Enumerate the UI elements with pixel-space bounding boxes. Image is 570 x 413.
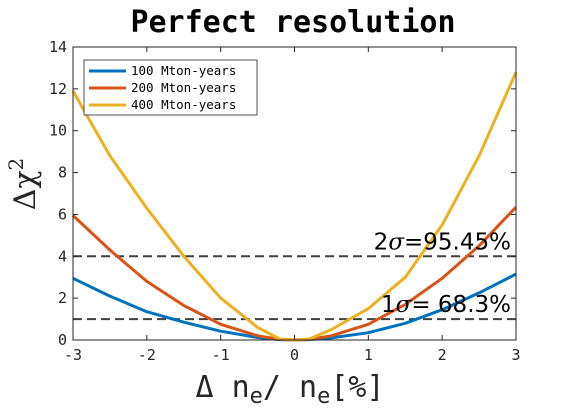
legend: 100 Mton-years 200 Mton-years 400 Mton-yea… (83, 59, 258, 116)
y-tick-label: 8 (58, 164, 67, 182)
chart-title: Perfect resolution (130, 5, 455, 40)
x-tick-label: 1 (364, 346, 373, 364)
sigma-annotation: 2σ=95.45% (374, 229, 511, 255)
x-tick-label: -2 (138, 346, 156, 364)
y-tick-label: 10 (49, 122, 67, 140)
y-axis-label: Δχ2 (4, 158, 43, 211)
legend-label: 200 Mton-years (131, 80, 236, 95)
x-tick-label: -1 (212, 346, 230, 364)
y-axis-ticks: 0 2 4 6 8 10 12 14 (49, 38, 516, 349)
x-tick-label: 3 (511, 346, 520, 364)
sigma-annotation: 1σ= 68.3% (381, 292, 511, 318)
y-tick-label: 14 (49, 38, 67, 56)
x-axis-label: Δ ne/ ne[%] (195, 370, 384, 409)
legend-label: 400 Mton-years (131, 97, 236, 112)
annotations: 2σ=95.45% 1σ= 68.3% (374, 229, 511, 318)
x-tick-label: -3 (64, 346, 82, 364)
y-tick-label: 2 (58, 289, 67, 307)
x-tick-label: 0 (290, 346, 299, 364)
y-tick-label: 12 (49, 80, 67, 98)
x-tick-label: 2 (438, 346, 447, 364)
reference-lines (73, 255, 516, 321)
x-axis-ticks: -3 -2 -1 0 1 2 3 (64, 47, 521, 364)
y-tick-label: 0 (58, 331, 67, 349)
y-tick-label: 4 (58, 247, 67, 265)
y-tick-label: 6 (58, 205, 67, 223)
legend-label: 100 Mton-years (131, 63, 236, 78)
